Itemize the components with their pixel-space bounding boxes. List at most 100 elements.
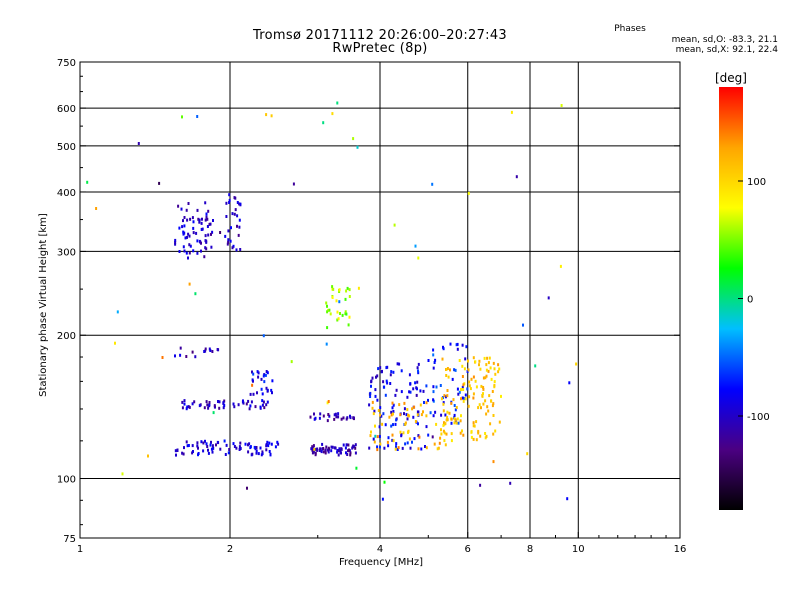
data-point (420, 413, 423, 417)
data-point (248, 442, 251, 446)
chart-subtitle: RwPretec (8p) (332, 41, 428, 56)
data-point (178, 250, 181, 253)
data-point (210, 440, 212, 444)
data-point (251, 452, 254, 456)
data-point (440, 413, 443, 417)
data-point (263, 406, 266, 410)
data-point (261, 403, 264, 407)
data-point (492, 460, 495, 464)
data-point (205, 400, 208, 404)
data-point (262, 374, 265, 378)
data-point (373, 440, 376, 444)
data-point (462, 388, 465, 391)
data-point (86, 180, 89, 184)
data-point (251, 370, 253, 374)
data-point (370, 384, 372, 388)
data-point (181, 400, 184, 404)
data-point (208, 347, 211, 351)
data-point (382, 412, 385, 416)
data-point (341, 313, 344, 317)
data-point (398, 403, 401, 407)
data-point (445, 432, 448, 436)
data-point (354, 443, 357, 447)
data-point (207, 406, 210, 410)
data-point (446, 415, 449, 419)
data-point (182, 245, 185, 249)
data-point (393, 223, 396, 227)
data-point (204, 439, 206, 443)
phase-stats-o: mean, sd,O: -83.3, 21.1 (671, 35, 778, 45)
data-point (161, 356, 164, 359)
data-point (227, 229, 230, 233)
data-point (379, 413, 382, 417)
data-point (336, 101, 339, 105)
data-point (265, 113, 268, 117)
data-point (390, 370, 393, 374)
y-tick-label: 75 (63, 534, 76, 545)
data-point (326, 419, 329, 423)
data-point (224, 234, 227, 238)
data-point (200, 241, 202, 245)
data-point (413, 437, 416, 441)
data-point (395, 388, 398, 392)
data-point (453, 368, 456, 372)
data-point (211, 230, 214, 234)
data-point (392, 410, 395, 413)
data-point (477, 406, 480, 410)
data-point (475, 420, 478, 424)
data-point (400, 369, 403, 373)
data-point (230, 226, 232, 230)
data-point (438, 441, 441, 445)
data-point (454, 368, 457, 372)
data-point (434, 410, 437, 414)
data-point (371, 400, 374, 404)
data-point (416, 410, 419, 414)
data-point (336, 450, 339, 454)
data-point (210, 232, 212, 236)
data-point (239, 248, 242, 251)
data-point (427, 359, 430, 362)
data-point (318, 416, 321, 420)
data-point (191, 216, 194, 220)
data-point (368, 403, 371, 407)
data-point (198, 404, 201, 408)
data-point (467, 404, 470, 408)
data-point (338, 288, 341, 292)
data-point (222, 401, 225, 404)
data-point (182, 452, 185, 456)
data-point (247, 443, 249, 447)
data-point (434, 358, 437, 362)
data-point (336, 318, 339, 322)
data-point (475, 438, 478, 442)
data-point (391, 401, 394, 405)
data-point (456, 342, 459, 346)
data-point (376, 435, 379, 439)
data-point (433, 442, 436, 446)
data-point (492, 402, 495, 406)
data-point (396, 362, 399, 366)
data-point (345, 451, 347, 455)
data-point (259, 405, 262, 409)
data-point (185, 208, 188, 212)
data-point (186, 218, 189, 222)
data-point (198, 218, 201, 222)
data-point (326, 448, 329, 452)
data-point (326, 304, 328, 308)
data-point (177, 204, 180, 208)
data-point (335, 415, 338, 419)
data-point (238, 218, 241, 222)
data-point (338, 300, 341, 304)
data-point (345, 312, 348, 316)
data-point (327, 400, 330, 403)
data-point (479, 483, 482, 487)
data-point (209, 222, 212, 226)
data-point (395, 418, 398, 422)
data-point (374, 424, 376, 428)
data-point (381, 369, 383, 373)
data-point (270, 114, 273, 118)
data-point (337, 317, 340, 321)
data-point (202, 449, 205, 453)
data-point (255, 449, 258, 453)
data-point (322, 414, 325, 418)
data-point (447, 375, 450, 379)
